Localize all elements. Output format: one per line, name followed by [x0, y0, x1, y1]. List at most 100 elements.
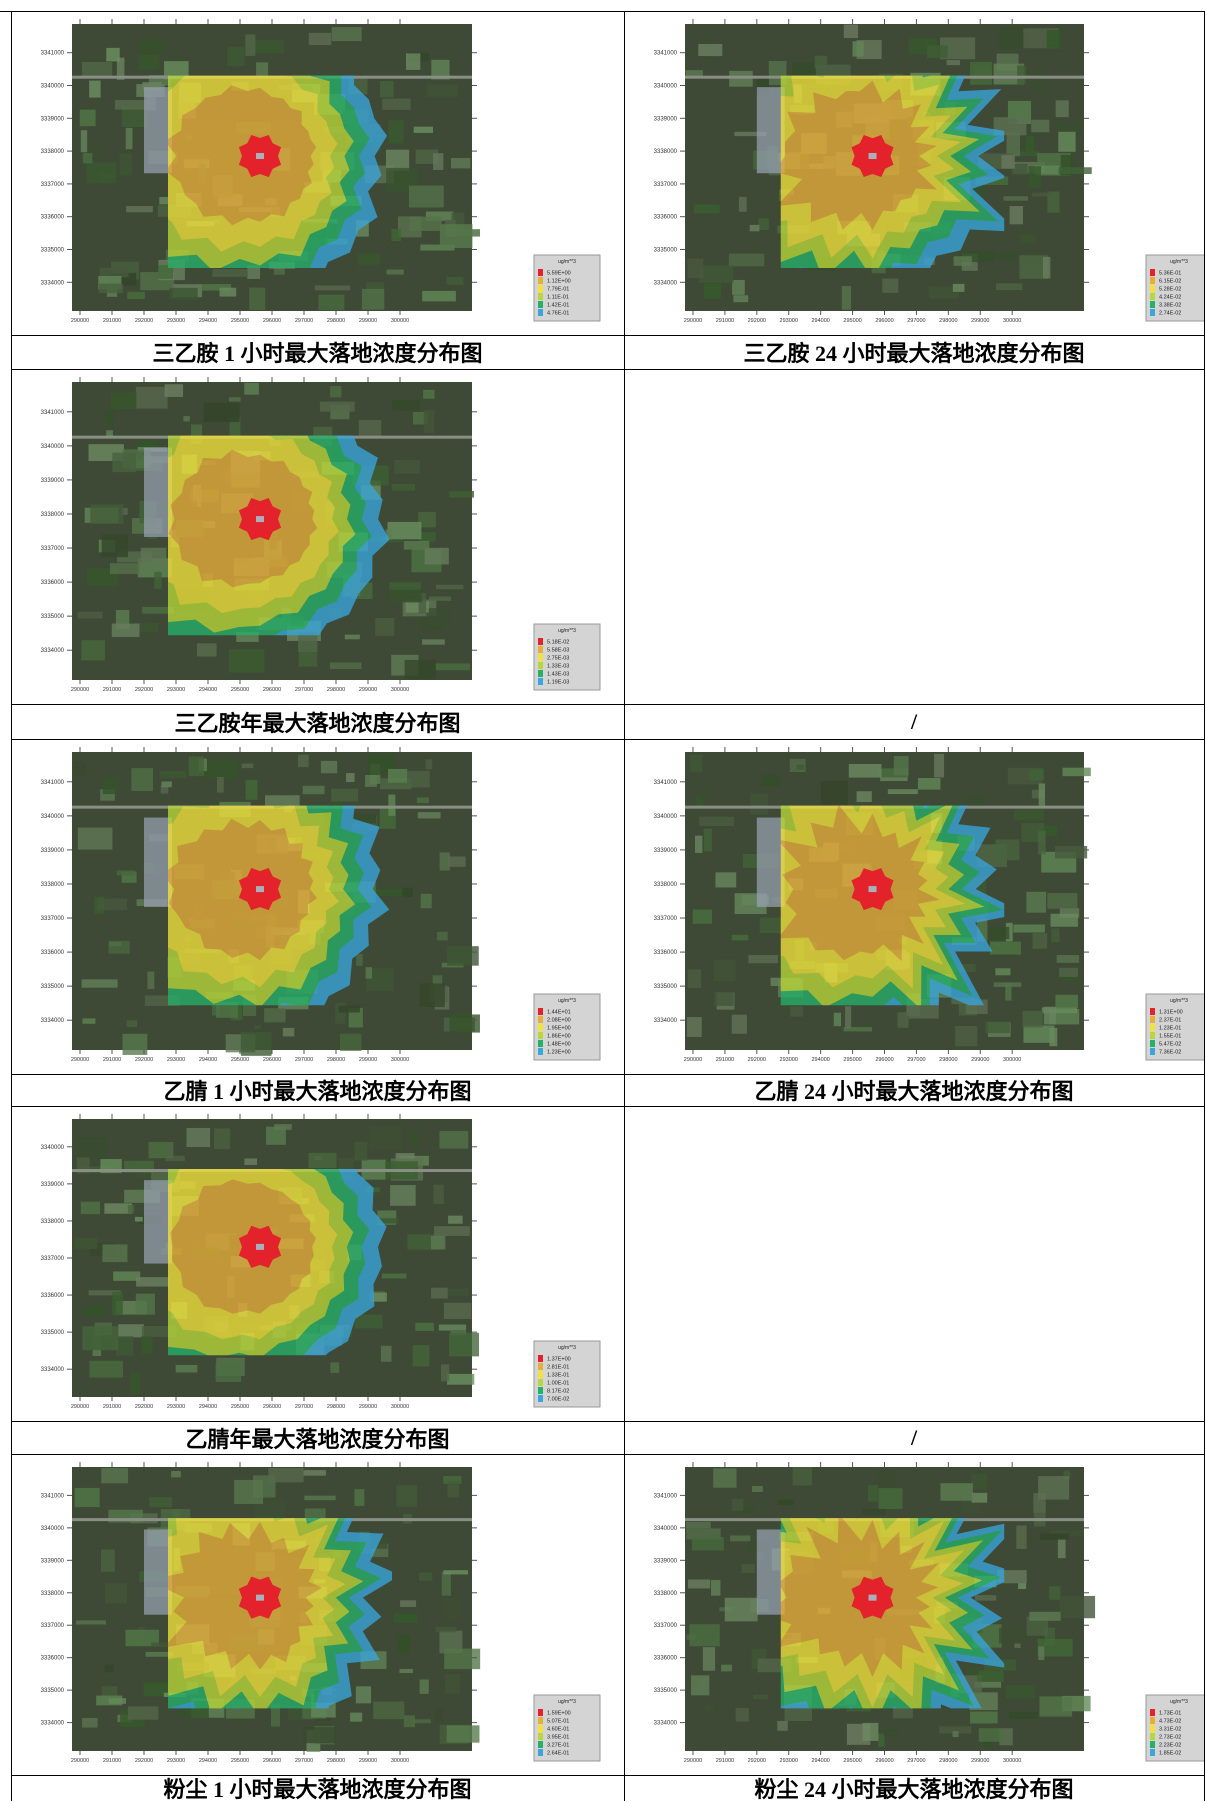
y-tick-label: 3337000	[41, 1256, 65, 1262]
map-field	[188, 756, 204, 777]
map-field	[104, 1583, 128, 1604]
x-tick-label: 297000	[295, 1758, 313, 1764]
map-field	[160, 785, 169, 794]
map-field	[438, 1324, 467, 1331]
legend-swatch	[538, 662, 543, 669]
map-field	[427, 84, 458, 97]
legend-swatch	[1150, 1733, 1155, 1740]
map-field	[440, 1364, 450, 1382]
map-field	[1029, 1611, 1061, 1621]
y-tick-label: 3340000	[41, 1145, 65, 1151]
map-field	[422, 290, 456, 302]
map-field	[1060, 154, 1073, 176]
map-field	[952, 283, 965, 292]
legend-swatch	[538, 301, 543, 308]
map-field	[1055, 845, 1088, 859]
map-field	[450, 158, 471, 169]
map-field	[400, 1600, 417, 1607]
map-field	[976, 918, 988, 942]
map-field	[882, 278, 899, 293]
map-field	[878, 1470, 895, 1489]
map-field	[1013, 809, 1044, 821]
map-field	[1035, 165, 1060, 175]
y-tick-label: 3335000	[41, 1688, 65, 1694]
map-field	[348, 1007, 363, 1028]
map-field	[418, 511, 436, 528]
x-tick-label: 297000	[907, 318, 925, 324]
map-field	[241, 763, 254, 769]
source-site	[256, 1594, 264, 1601]
x-tick-label: 290000	[684, 1758, 702, 1764]
map-field	[431, 59, 450, 80]
map-field	[1031, 192, 1052, 197]
rule	[624, 369, 625, 739]
legend-swatch	[538, 1379, 543, 1386]
legend-unit: ug/m**3	[1170, 1699, 1188, 1705]
legend-box	[1145, 254, 1204, 322]
map-field	[403, 540, 430, 550]
legend-label: 5.58E-03	[547, 648, 569, 654]
map-field	[448, 856, 466, 867]
map-field	[101, 1468, 129, 1484]
map-field	[388, 120, 404, 144]
legend-swatch	[1150, 293, 1155, 300]
map-field	[89, 80, 101, 98]
x-tick-label: 295000	[231, 1057, 249, 1063]
map-field	[308, 32, 332, 46]
source-site	[868, 886, 877, 893]
map-field	[820, 781, 848, 805]
map-field	[724, 1597, 758, 1622]
map-field	[429, 596, 451, 601]
legend-label: 3.31E-02	[1159, 1727, 1181, 1733]
x-tick-label: 298000	[327, 1057, 345, 1063]
map-field	[1032, 70, 1045, 92]
map-field	[868, 1484, 878, 1502]
x-tick-label: 291000	[103, 1404, 121, 1410]
map-field	[702, 1647, 716, 1671]
map-field	[852, 41, 864, 57]
map-field	[249, 287, 266, 310]
map-field	[131, 768, 154, 791]
map-field	[1040, 1533, 1069, 1540]
map-field	[728, 253, 765, 267]
rule	[11, 1106, 12, 1454]
map-field	[1050, 1530, 1084, 1536]
map-field	[284, 797, 293, 813]
legend-label: 3.38E-02	[1159, 303, 1181, 309]
legend-label: 4.76E-01	[547, 311, 569, 317]
x-tick-label: 298000	[939, 318, 957, 324]
map-field	[212, 269, 248, 277]
x-tick-label: 291000	[103, 1758, 121, 1764]
y-tick-label: 3337000	[654, 182, 678, 188]
map-field	[424, 547, 449, 565]
x-tick-label: 300000	[391, 1758, 409, 1764]
y-tick-label: 3340000	[41, 814, 65, 820]
map-field	[385, 149, 410, 171]
map-field	[144, 995, 180, 1007]
caption: 乙腈 1 小时最大落地浓度分布图	[163, 1079, 472, 1104]
map-field	[151, 1642, 169, 1647]
map-field	[841, 286, 851, 310]
map-field	[1057, 1538, 1066, 1559]
map-field	[89, 145, 102, 159]
map-field	[749, 224, 760, 232]
y-tick-label: 3336000	[654, 1656, 678, 1662]
map-field	[365, 775, 377, 787]
x-tick-label: 296000	[263, 687, 281, 693]
map-field	[350, 1712, 363, 1722]
x-tick-label: 294000	[199, 318, 217, 324]
built-area	[144, 1529, 172, 1615]
map-field	[995, 968, 1011, 976]
map-field	[79, 109, 96, 127]
legend-box	[533, 1340, 601, 1408]
map-field	[338, 1005, 360, 1013]
plume	[780, 1518, 1005, 1709]
map-field	[971, 1473, 988, 1490]
x-tick-label: 296000	[875, 1057, 893, 1063]
map-field	[264, 1008, 286, 1023]
map-field	[423, 389, 435, 399]
x-tick-label: 298000	[327, 1758, 345, 1764]
map-field	[355, 1686, 372, 1704]
x-tick-label: 293000	[780, 1758, 798, 1764]
map-field	[833, 1012, 841, 1027]
